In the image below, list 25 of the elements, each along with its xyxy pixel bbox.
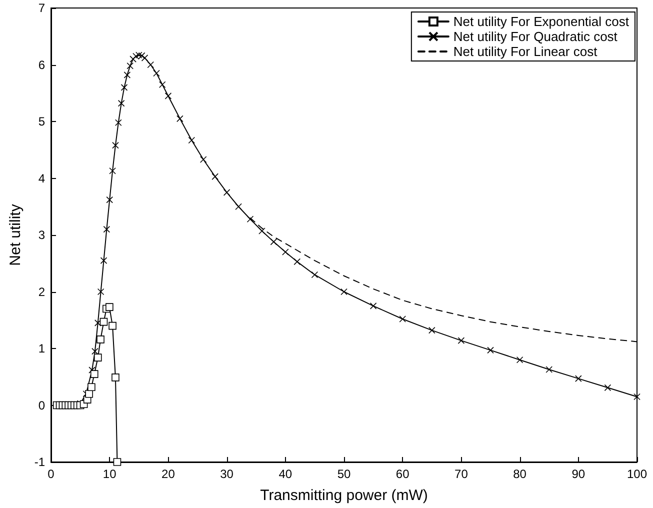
- x-tick-label: 60: [396, 467, 410, 481]
- y-tick-label: 4: [38, 171, 46, 186]
- legend-label: Net utility For Exponential cost: [453, 14, 630, 29]
- y-tick-label: 1: [38, 342, 46, 356]
- y-tick-label: 2: [38, 284, 46, 299]
- x-tick-label: 40: [278, 467, 292, 481]
- y-tick-label: 0: [38, 398, 46, 412]
- x-tick-label: 100: [626, 467, 648, 481]
- legend-label: Net utility For Linear cost: [453, 44, 598, 59]
- y-tick-label: -1: [34, 455, 46, 469]
- x-tick-label: 50: [337, 467, 351, 481]
- y-tick-label: 3: [38, 228, 46, 242]
- x-tick-label: 0: [48, 467, 55, 481]
- y-axis-title: Net utility: [7, 204, 24, 266]
- x-tick-label: 70: [454, 467, 468, 481]
- x-axis-title: Transmitting power (mW): [260, 487, 428, 504]
- x-tick-label: 20: [162, 467, 176, 481]
- x-tick-label: 10: [102, 467, 117, 481]
- legend-label: Net utility For Quadratic cost: [453, 29, 618, 44]
- y-tick-label: 7: [38, 1, 46, 15]
- y-tick-label: 6: [38, 58, 46, 72]
- x-tick-label: 30: [220, 467, 234, 481]
- x-tick-label: 90: [572, 467, 586, 481]
- x-tick-label: 80: [513, 467, 527, 481]
- y-tick-label: 5: [38, 114, 46, 128]
